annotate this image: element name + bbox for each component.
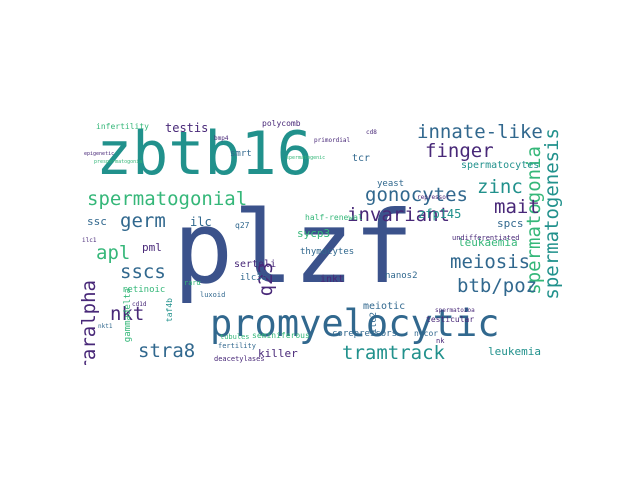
word-spermatogonial: spermatogonial — [87, 188, 248, 210]
word-epigenetic: epigenetic — [84, 151, 115, 157]
word-nkt1: nkt1 — [98, 323, 113, 330]
word-tramtrack: tramtrack — [342, 342, 445, 364]
word-spcs: spcs — [497, 217, 524, 230]
word-apl: apl — [96, 242, 131, 264]
word-bmp4: bmp4 — [214, 135, 229, 142]
word-pml: pml — [142, 241, 162, 254]
word-spermatogenic: spermatogenic — [286, 155, 326, 161]
word-deacetylases: deacetylases — [214, 355, 265, 363]
word-btb-poz: btb/poz — [457, 275, 538, 297]
word-cd1d: cd1d — [132, 301, 147, 308]
word-zfp145: zfp145 — [418, 207, 462, 221]
word-gammadelta: gammadelta — [123, 288, 133, 343]
word-n-cor: n-cor — [414, 329, 439, 338]
word-leukaemia: leukaemia — [458, 236, 518, 249]
word-polycomb: polycomb — [262, 120, 301, 128]
word-ilc1: ilc1 — [82, 237, 97, 244]
word-nanos2: nanos2 — [385, 271, 418, 281]
word-killer: killer — [258, 347, 298, 360]
word-seminiferous: seminiferous — [252, 331, 310, 340]
word-promyelocytic: promyelocytic — [210, 302, 500, 345]
word-zbtb16: zbtb16 — [96, 120, 313, 189]
word-tubules: tubules — [220, 333, 250, 341]
word-ilc3s: ilc3s — [240, 273, 268, 283]
word-finger: finger — [425, 140, 494, 162]
word-smrt: smrt — [230, 149, 252, 159]
word-undifferentiated: undifferentiated — [452, 234, 520, 242]
word-retinoic: retinoic — [122, 285, 166, 295]
word-invariant: invariant — [347, 204, 450, 226]
word-zinc: zinc — [477, 176, 523, 198]
word-leukemia: leukemia — [488, 345, 541, 358]
word-meiosis: meiosis — [450, 251, 531, 273]
word-nkt: nkt — [110, 303, 145, 325]
word-gonocytes: gonocytes — [365, 184, 468, 206]
word-corepressors: corepressors — [332, 329, 398, 339]
word-ilc: ilc — [190, 215, 212, 229]
word-infertility: infertility — [96, 122, 149, 131]
word-sertoli: sertoli — [234, 259, 277, 270]
word-cloud: plzf zbtb16 promyelocytic spermatogonial… — [80, 120, 570, 365]
word-rara: rarα — [184, 279, 201, 287]
word-thymocytes: thymocytes — [300, 247, 355, 257]
word-spermatocytes: spermatocytes — [461, 160, 540, 171]
word-taf4b: taf4b — [165, 298, 174, 323]
word-spermatogenesis: spermatogenesis — [541, 128, 563, 300]
word-tcr: tcr — [352, 153, 371, 164]
word-repressor: repressor — [417, 194, 450, 201]
word-half-renewal: half-renewal — [305, 213, 363, 222]
word-sycp3: sycp3 — [297, 227, 331, 240]
word-luxoid: luxoid — [200, 291, 226, 299]
word-raralpha: raralpha — [80, 280, 100, 365]
word-nk: nk — [436, 337, 445, 345]
word-cd8: cd8 — [366, 129, 377, 136]
word-prespermatogonia: prespermatogonia — [94, 159, 143, 165]
word-sscs: sscs — [120, 261, 166, 283]
word-yeast: yeast — [377, 179, 405, 189]
word-inkt: inkt — [320, 274, 345, 285]
word-primordial: primordial — [314, 137, 351, 144]
word-germ: germ — [120, 210, 166, 232]
word-q27: q27 — [235, 221, 250, 230]
word-stra8: stra8 — [138, 340, 196, 362]
word-testicular: testicular — [426, 315, 475, 324]
word-ssc: ssc — [87, 215, 107, 228]
word-mait: mait — [494, 196, 540, 218]
word-fertility: fertility — [218, 342, 256, 350]
word-meiotic: meiotic — [363, 301, 406, 312]
word-spermatozoa: spermatozoa — [435, 307, 475, 314]
word-testis: testis — [165, 121, 209, 135]
word-plzf: plzf — [173, 189, 414, 306]
word-innate-like: innate-like — [417, 121, 543, 143]
